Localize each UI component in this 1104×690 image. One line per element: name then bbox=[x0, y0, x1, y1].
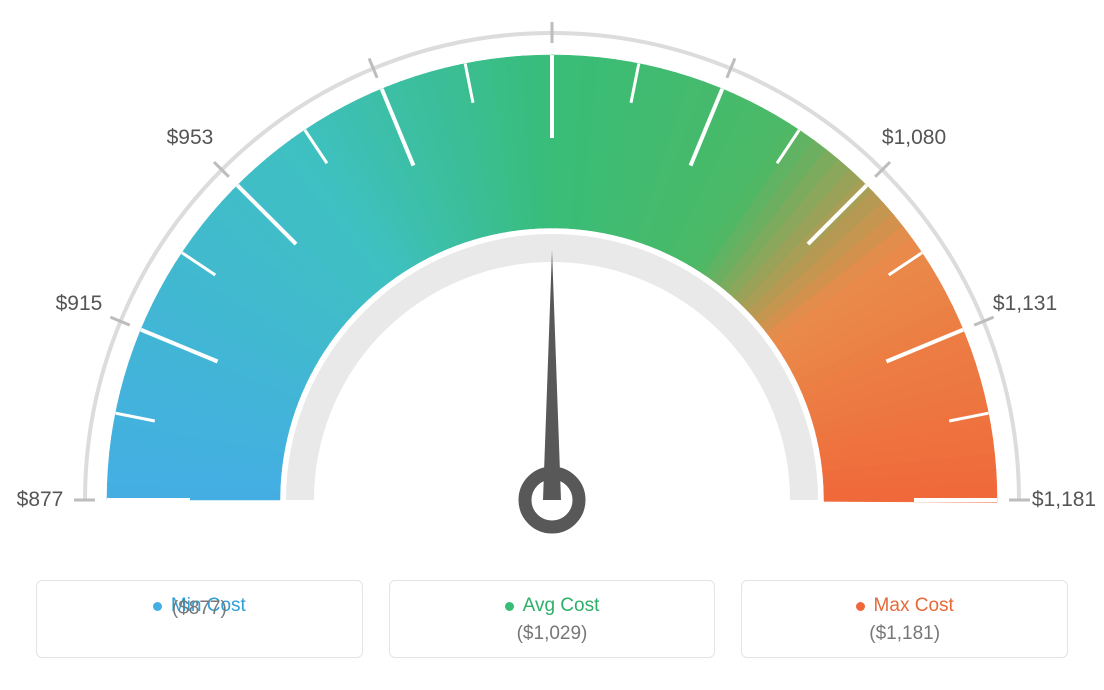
cost-gauge: $877$915$953$1,029$1,080$1,131$1,181 bbox=[0, 0, 1104, 560]
legend-value: ($1,029) bbox=[400, 623, 705, 645]
legend-title: Avg Cost bbox=[523, 595, 600, 617]
gauge-label: $1,181 bbox=[1032, 488, 1096, 512]
dot-icon bbox=[505, 602, 514, 611]
gauge-label: $953 bbox=[167, 126, 214, 150]
legend-card-avg: Avg Cost ($1,029) bbox=[389, 580, 716, 658]
dot-icon bbox=[153, 602, 162, 611]
gauge-label: $1,080 bbox=[882, 126, 946, 150]
gauge-svg bbox=[0, 0, 1104, 560]
legend-value: ($1,181) bbox=[752, 623, 1057, 645]
legend-card-min: Min Cost ($877) bbox=[36, 580, 363, 658]
dot-icon bbox=[856, 602, 865, 611]
legend-card-max: Max Cost ($1,181) bbox=[741, 580, 1068, 658]
gauge-label: $1,131 bbox=[993, 292, 1057, 316]
legend-value: ($877) bbox=[47, 598, 352, 620]
gauge-label: $877 bbox=[17, 488, 64, 512]
legend-row: Min Cost ($877) Avg Cost ($1,029) Max Co… bbox=[0, 580, 1104, 658]
legend-title: Max Cost bbox=[874, 595, 954, 617]
gauge-label: $915 bbox=[56, 292, 103, 316]
